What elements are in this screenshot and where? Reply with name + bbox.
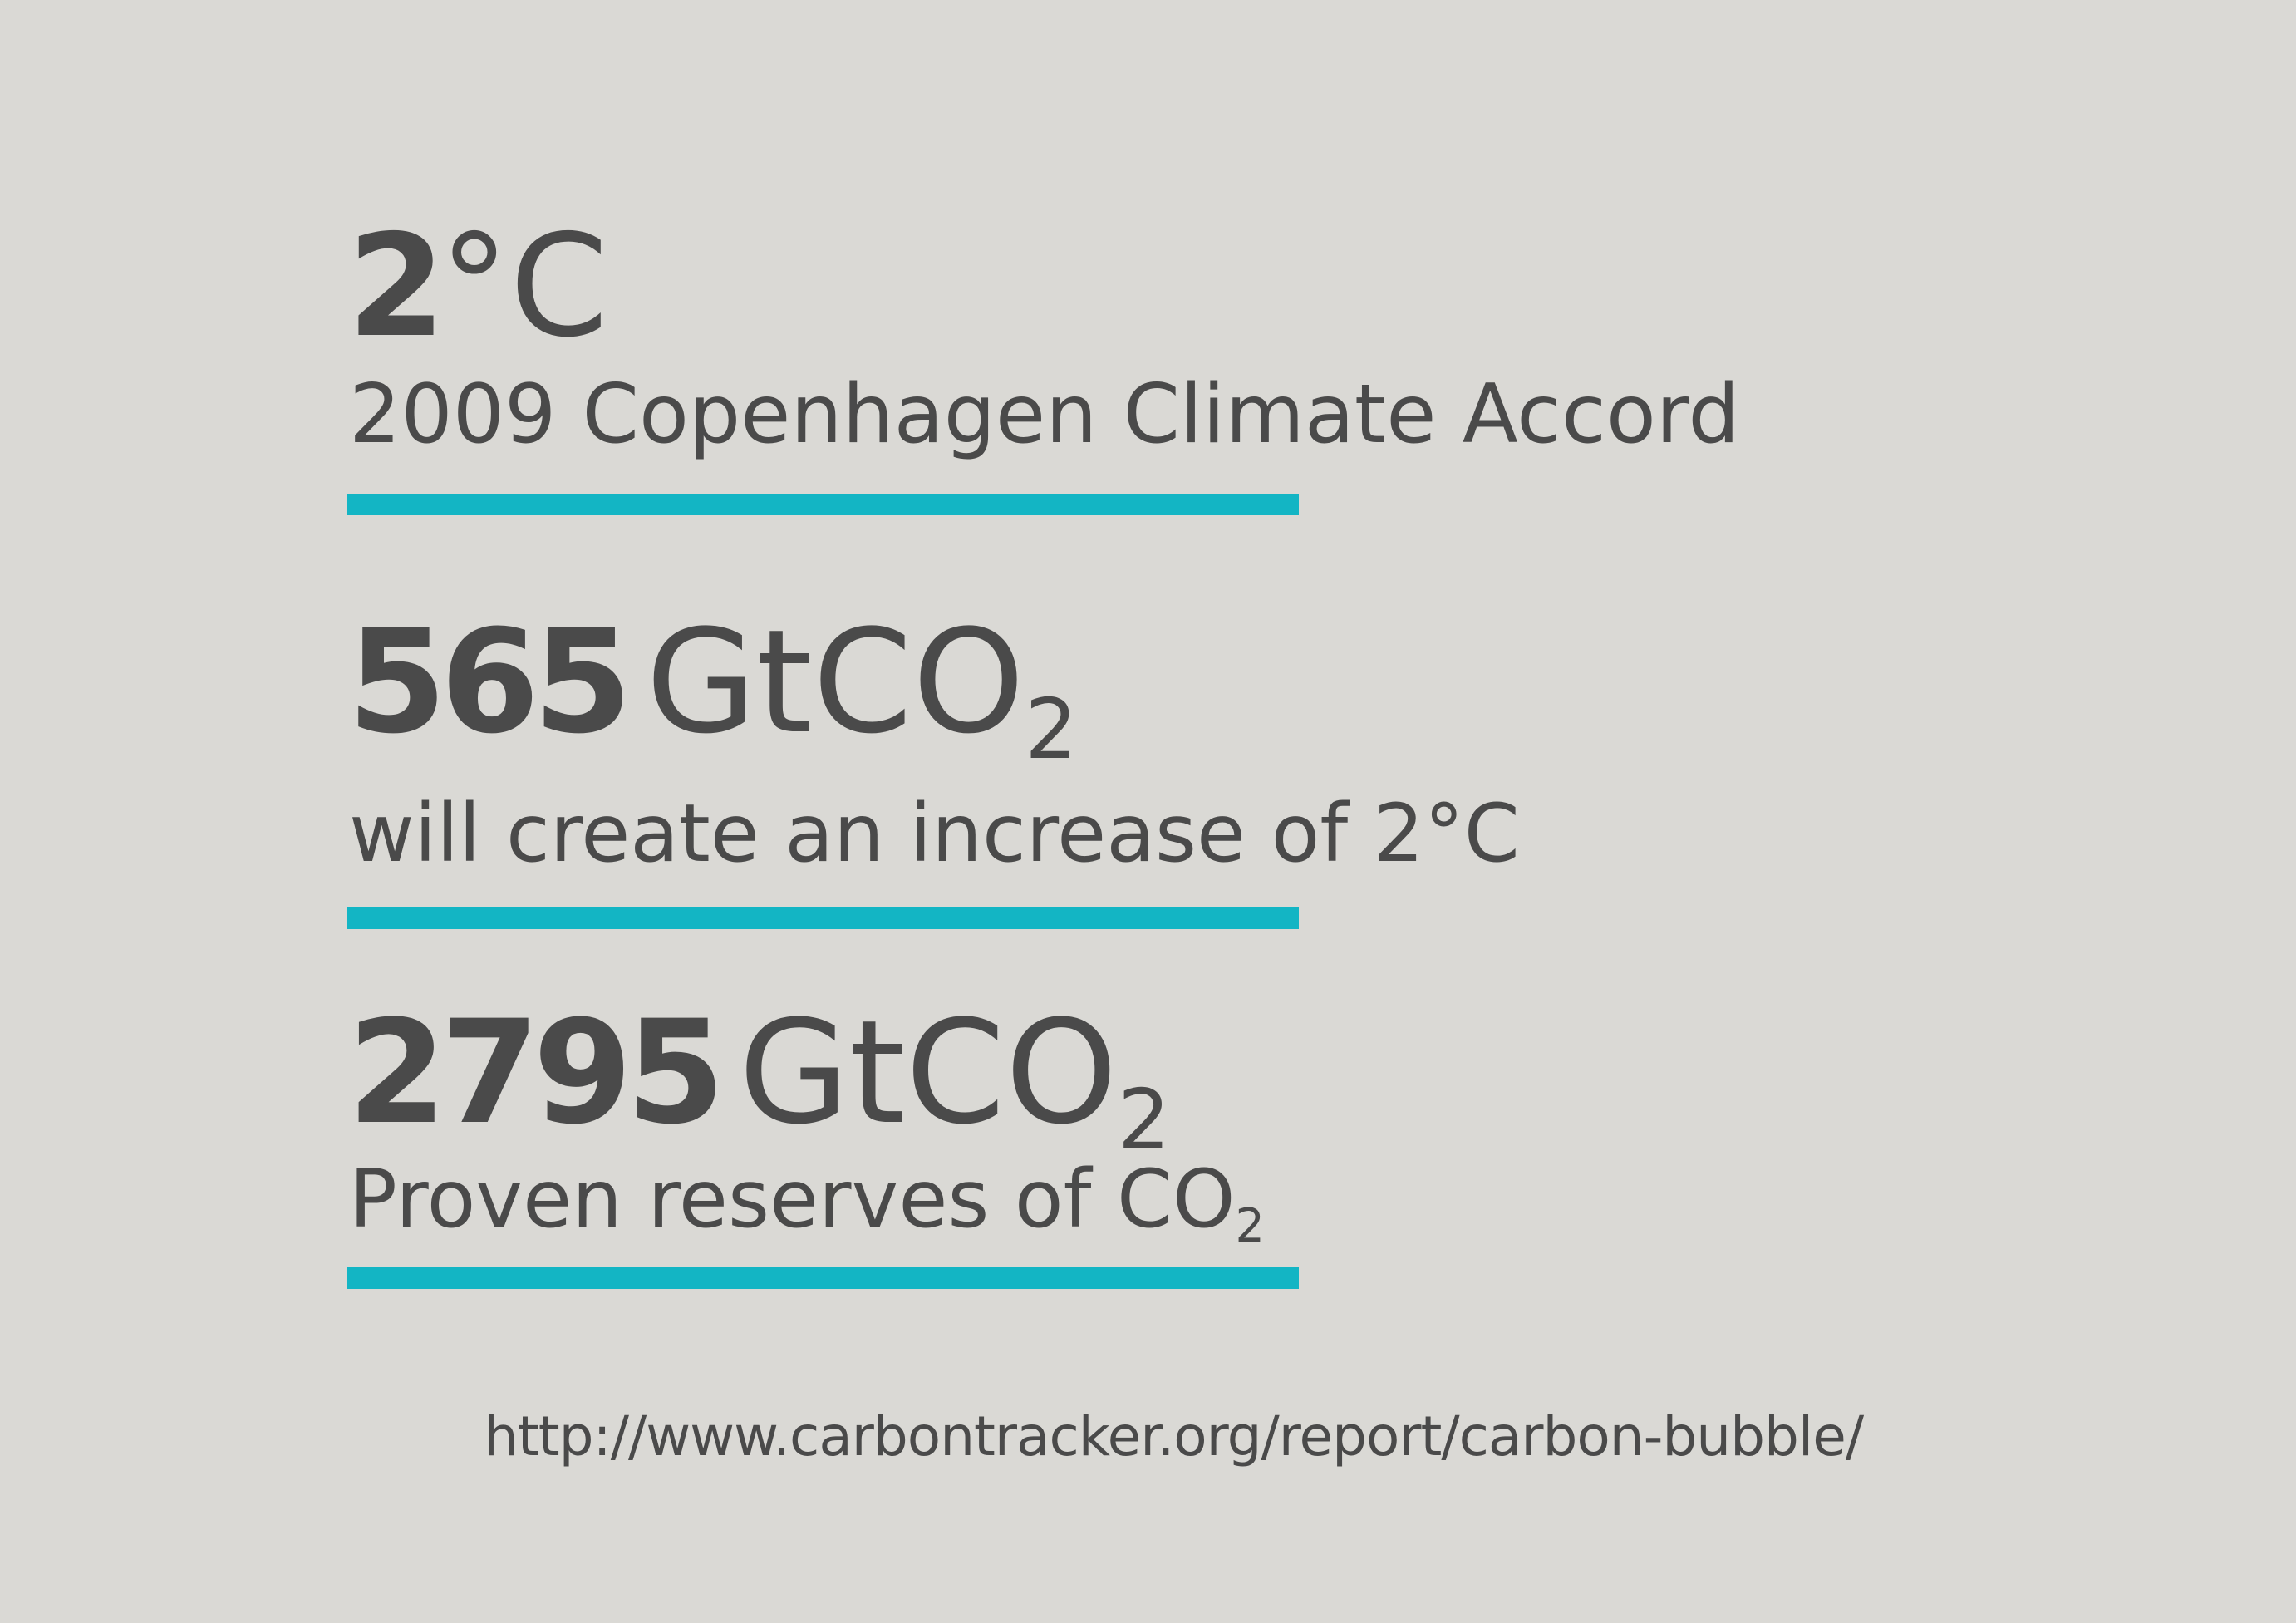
- stat-description-text: will create an increase of 2°C: [349, 787, 1520, 880]
- accent-divider: [347, 1267, 1299, 1289]
- stat-headline: 565 GtCO2: [347, 611, 1078, 771]
- accent-divider: [347, 494, 1299, 515]
- stat-description-text: 2009 Copenhagen Climate Accord: [349, 367, 1740, 462]
- stat-description-subscript: 2: [1235, 1198, 1265, 1253]
- stat-description-text: Proven reserves of CO: [349, 1153, 1236, 1246]
- accent-divider: [347, 907, 1299, 929]
- stat-unit-text: GtCO: [646, 598, 1025, 765]
- stat-headline: 2°C: [347, 216, 608, 357]
- stat-number: 2795: [347, 989, 725, 1156]
- stat-number: 2: [347, 204, 445, 369]
- stat-number: 565: [347, 598, 632, 765]
- stat-description: Proven reserves of CO2: [349, 1159, 1265, 1249]
- stat-unit: GtCO2: [738, 989, 1171, 1162]
- stat-unit: °C: [439, 204, 608, 369]
- stat-description: 2009 Copenhagen Climate Accord: [349, 374, 1740, 455]
- stat-unit-text: GtCO: [738, 989, 1118, 1156]
- stat-unit-subscript: 2: [1117, 1070, 1171, 1168]
- stat-description: will create an increase of 2°C: [349, 794, 1520, 873]
- stat-unit-subscript: 2: [1025, 680, 1078, 778]
- source-url: http://www.carbontracker.org/report/carb…: [484, 1404, 1864, 1468]
- stat-unit-text: °C: [439, 204, 608, 369]
- stat-unit: GtCO2: [646, 598, 1078, 771]
- stat-headline: 2795 GtCO2: [347, 1001, 1170, 1162]
